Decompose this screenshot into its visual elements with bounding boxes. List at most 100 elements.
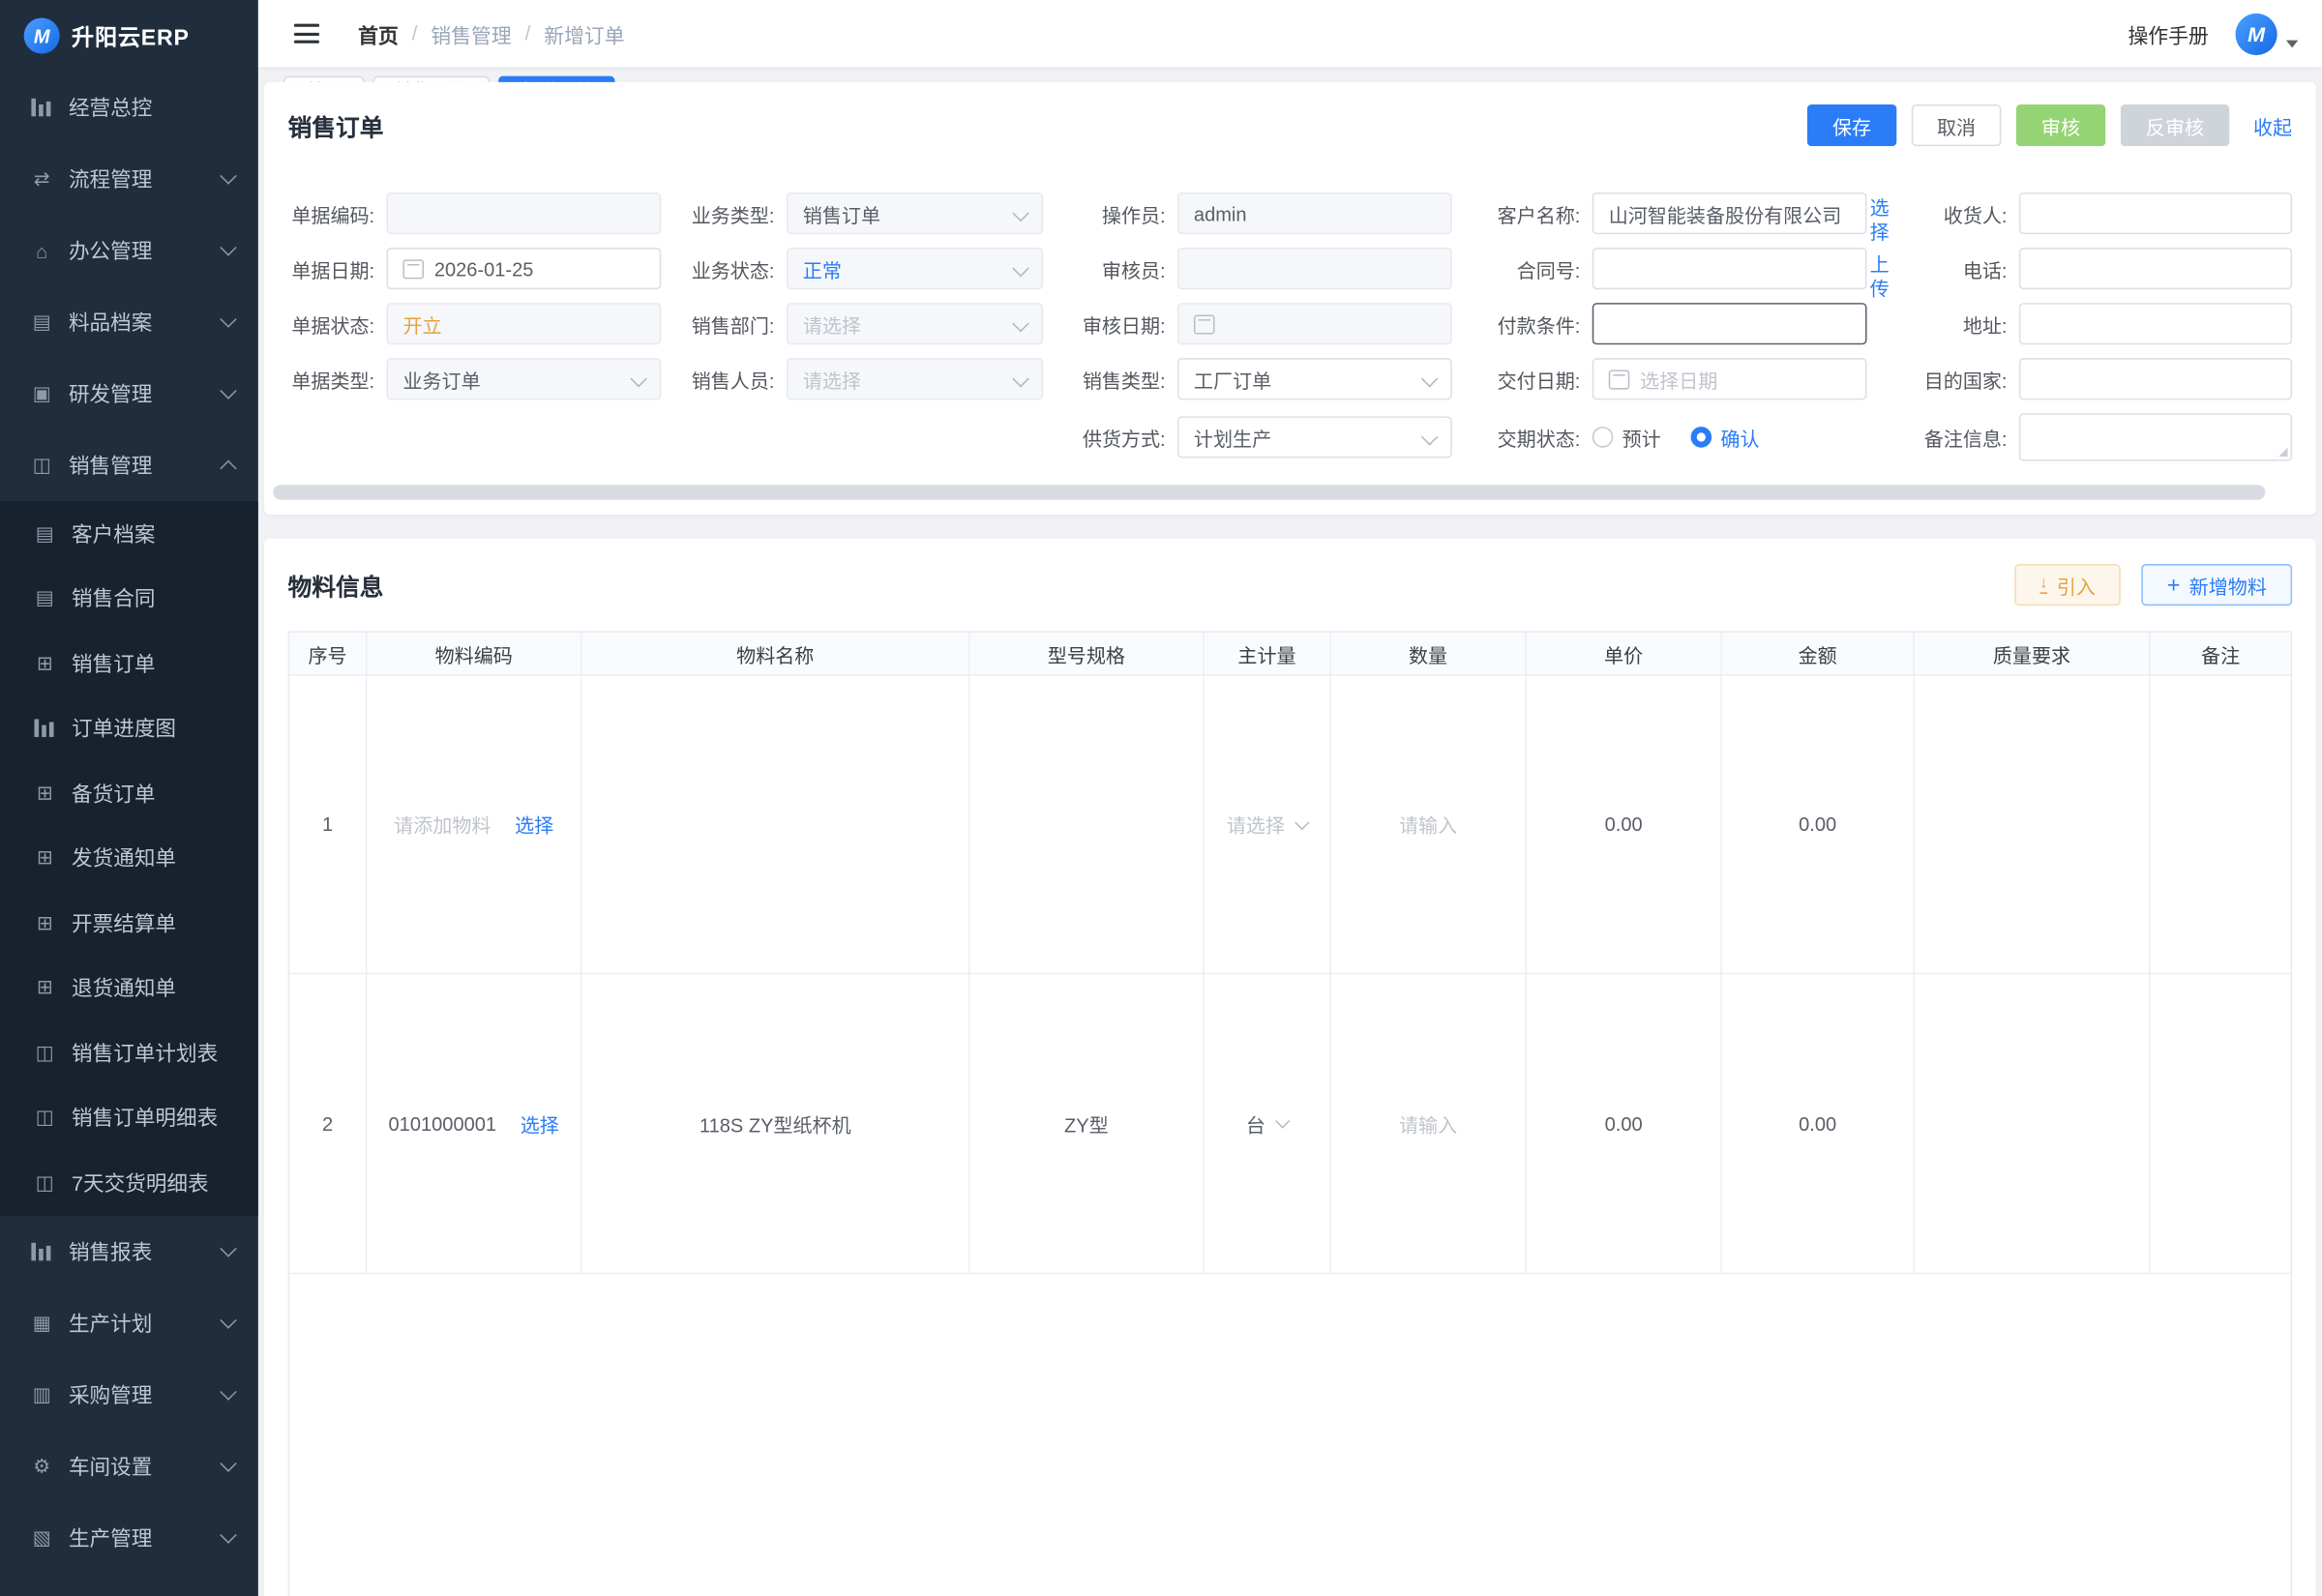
sidebar-item-office[interactable]: ⌂ 办公管理 <box>0 215 258 286</box>
qty-input[interactable]: 请输入 <box>1330 974 1527 1275</box>
office-icon: ⌂ <box>36 239 48 262</box>
field-label: 收货人: <box>1943 203 2008 226</box>
table-row: 2 0101000001 选择 118S ZY型纸杯机 ZY型 台 请输入 0.0… <box>289 974 2291 1275</box>
sidebar-item-sales[interactable]: ◫ 销售管理 <box>0 429 258 501</box>
add-material-button[interactable]: + 新增物料 <box>2141 564 2293 606</box>
audit-button[interactable]: 审核 <box>2015 103 2106 147</box>
material-code-input[interactable]: 请添加物料 <box>394 814 491 838</box>
material-code-cell: 0101000001 选择 <box>367 974 582 1275</box>
material-name-cell: 118S ZY型纸杯机 <box>581 974 970 1275</box>
remark-textarea[interactable] <box>2018 413 2293 461</box>
logo-icon: M <box>23 17 60 54</box>
materials-title: 物料信息 <box>287 576 384 602</box>
supply-mode-select[interactable]: 计划生产 <box>1176 416 1452 458</box>
sidebar-item-sales-contract[interactable]: ▤ 销售合同 <box>0 566 258 631</box>
field-label: 目的国家: <box>1923 369 2008 392</box>
row-select-link[interactable]: 选择 <box>520 1113 559 1137</box>
row-number: 2 <box>289 974 368 1275</box>
chart-icon <box>34 719 54 738</box>
field-label: 备注信息: <box>1923 427 2008 451</box>
chevron-down-icon <box>1295 814 1310 830</box>
sidebar-item-workshop-settings[interactable]: ⚙ 车间设置 <box>0 1430 258 1501</box>
sidebar-item-business-control[interactable]: 经营总控 <box>0 72 258 143</box>
sidebar-item-order-detail-report[interactable]: ◫ 销售订单明细表 <box>0 1085 258 1150</box>
customer-input[interactable]: 山河智能装备股份有限公司 <box>1592 192 1867 235</box>
production-icon: ▧ <box>32 1525 51 1549</box>
import-button[interactable]: ↓ 引入 <box>2013 564 2122 606</box>
breadcrumb-home[interactable]: 首页 <box>358 24 399 47</box>
chart-icon <box>31 98 51 117</box>
top-bar: 首页 / 销售管理 / 新增订单 操作手册 M <box>257 0 2322 68</box>
calendar-icon <box>1193 313 1215 334</box>
sidebar-item-customer-archive[interactable]: ▤ 客户档案 <box>0 501 258 566</box>
amount-cell: 0.00 <box>1721 974 1915 1275</box>
payment-terms-input[interactable] <box>1592 303 1867 345</box>
radio-confirmed[interactable]: 确认 <box>1690 423 1760 451</box>
customer-select-link[interactable]: 选择 <box>1869 196 1890 244</box>
sidebar-item-order-progress[interactable]: 订单进度图 <box>0 696 258 761</box>
breadcrumb-section[interactable]: 销售管理 <box>431 24 512 47</box>
caret-down-icon[interactable] <box>2285 40 2299 48</box>
sidebar-item-return-notice[interactable]: ⊞ 退货通知单 <box>0 956 258 1020</box>
doc-date-picker[interactable]: 2026-01-25 <box>386 248 662 290</box>
material-code-cell: 请添加物料 选择 <box>367 675 582 975</box>
field-label: 合同号: <box>1516 258 1581 281</box>
dest-country-input[interactable] <box>2018 358 2293 400</box>
save-button[interactable]: 保存 <box>1806 103 1897 147</box>
materials-table: 序号 物料编码 物料名称 型号规格 主计量 数量 单价 金额 质量要求 备注 1… <box>287 631 2293 1596</box>
unaudit-button: 反审核 <box>2120 103 2230 147</box>
consignee-input[interactable] <box>2018 192 2293 235</box>
auditor-input <box>1176 248 1452 290</box>
menu-fold-icon[interactable] <box>293 23 320 44</box>
download-icon: ↓ <box>2039 574 2048 594</box>
material-code-input[interactable]: 0101000001 <box>388 1111 497 1135</box>
user-avatar[interactable]: M <box>2235 13 2277 55</box>
qty-input[interactable]: 请输入 <box>1330 675 1527 975</box>
sidebar-item-purchasing[interactable]: ▥ 采购管理 <box>0 1358 258 1430</box>
sidebar-item-invoice-settlement[interactable]: ⊞ 开票结算单 <box>0 891 258 956</box>
sales-type-select[interactable]: 工厂订单 <box>1176 358 1452 400</box>
phone-input[interactable] <box>2018 248 2293 290</box>
cancel-button[interactable]: 取消 <box>1911 103 2002 147</box>
radio-estimated[interactable]: 预计 <box>1592 423 1661 451</box>
collapse-link[interactable]: 收起 <box>2253 115 2293 138</box>
customer-upload-link[interactable]: 上传 <box>1869 253 1890 301</box>
sidebar-item-shipping-notice[interactable]: ⊞ 发货通知单 <box>0 826 258 891</box>
sidebar-item-sales-report[interactable]: 销售报表 <box>0 1215 258 1286</box>
sidebar-item-7day-delivery-report[interactable]: ◫ 7天交货明细表 <box>0 1150 258 1215</box>
manual-link[interactable]: 操作手册 <box>2128 24 2209 47</box>
chevron-down-icon <box>220 167 237 185</box>
row-select-link[interactable]: 选择 <box>515 814 554 838</box>
sidebar-item-process[interactable]: ⇄ 流程管理 <box>0 143 258 215</box>
field-label: 电话: <box>1962 258 2008 281</box>
address-input[interactable] <box>2018 303 2293 345</box>
sidebar-item-order-plan-report[interactable]: ◫ 销售订单计划表 <box>0 1020 258 1085</box>
unit-select[interactable]: 台 <box>1204 974 1331 1275</box>
sidebar-item-outsource-workshop[interactable]: ▨ 委外车间 <box>0 1573 258 1596</box>
sidebar-item-materials-archive[interactable]: ▤ 料品档案 <box>0 286 258 358</box>
table-icon: ⊞ <box>36 651 53 674</box>
field-label: 审核日期: <box>1082 313 1166 337</box>
sidebar-item-sales-order[interactable]: ⊞ 销售订单 <box>0 631 258 695</box>
gear-icon: ⚙ <box>33 1454 51 1477</box>
chevron-down-icon <box>220 382 237 399</box>
calendar-icon <box>402 258 425 279</box>
horizontal-scrollbar[interactable] <box>273 485 2266 500</box>
chevron-down-icon <box>1420 429 1439 446</box>
contract-no-input[interactable] <box>1592 248 1867 290</box>
unit-select[interactable]: 请选择 <box>1204 675 1331 975</box>
sidebar-item-production-plan[interactable]: ▦ 生产计划 <box>0 1286 258 1358</box>
sales-submenu: ▤ 客户档案 ▤ 销售合同 ⊞ 销售订单 订单进度图 ⊞ 备货订单 <box>0 501 258 1216</box>
delivery-date-picker[interactable]: 选择日期 <box>1592 358 1867 400</box>
sidebar-item-stock-order[interactable]: ⊞ 备货订单 <box>0 761 258 826</box>
doc-status-input: 开立 <box>386 303 662 345</box>
biz-type-select: 销售订单 <box>786 192 1044 235</box>
radio-icon <box>1592 427 1614 448</box>
materials-panel: 物料信息 ↓ 引入 + 新增物料 序号 物料编码 物料名称 型号规格 主计量 数量 … <box>264 538 2316 1596</box>
sidebar-item-production-mgmt[interactable]: ▧ 生产管理 <box>0 1501 258 1573</box>
field-label: 业务状态: <box>691 258 775 281</box>
report-icon: ◫ <box>35 1106 54 1129</box>
field-label: 单据日期: <box>291 258 375 281</box>
sidebar-item-rnd[interactable]: ▣ 研发管理 <box>0 358 258 429</box>
rnd-icon: ▣ <box>32 381 51 404</box>
